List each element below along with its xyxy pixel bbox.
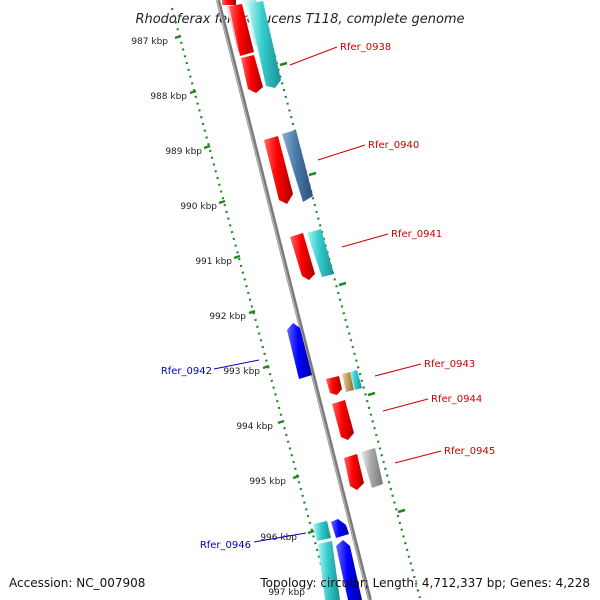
gene-arrow[interactable] (331, 519, 349, 538)
gene-label-rfer-0941[interactable]: Rfer_0941 (391, 229, 442, 240)
gene-arrow[interactable] (241, 55, 263, 93)
gene-arrow[interactable] (264, 136, 293, 204)
kbp-label: 994 kbp (236, 422, 273, 432)
gene-arrow[interactable] (326, 376, 342, 395)
kbp-label: 993 kbp (223, 367, 260, 377)
callout-rfer-0946: Rfer_0946 (200, 532, 307, 551)
gene-arrow-rfer-0943[interactable] (350, 370, 362, 390)
gene-arrow-rfer-0938[interactable] (248, 1, 281, 88)
gene-label-rfer-0946[interactable]: Rfer_0946 (200, 540, 251, 551)
gene-label-rfer-0940[interactable]: Rfer_0940 (368, 140, 419, 151)
gene-label-rfer-0945[interactable]: Rfer_0945 (444, 446, 495, 457)
genome-summary-text: Topology: circular; Length: 4,712,337 bp… (259, 576, 590, 590)
gene-arrow[interactable] (344, 454, 364, 490)
gene-label-rfer-0938[interactable]: Rfer_0938 (340, 42, 391, 53)
gene-arrow[interactable] (318, 541, 340, 600)
gene-arrow[interactable] (313, 521, 331, 541)
callout-rfer-0944: Rfer_0944 (382, 394, 482, 412)
genome-backbone (216, 0, 372, 600)
kbp-label: 991 kbp (195, 257, 232, 267)
kbp-label: 995 kbp (249, 477, 286, 487)
gene-label-rfer-0942[interactable]: Rfer_0942 (161, 366, 212, 377)
gene-arrow-rfer-0946[interactable] (336, 540, 362, 600)
gene-arrow-rfer-0938-partner[interactable] (229, 4, 254, 56)
callout-rfer-0941: Rfer_0941 (341, 229, 442, 248)
gene-arrow-rfer-0944[interactable] (332, 400, 354, 440)
callout-rfer-0943: Rfer_0943 (374, 359, 475, 377)
gene-label-rfer-0943[interactable]: Rfer_0943 (424, 359, 475, 370)
kbp-label: 990 kbp (180, 202, 217, 212)
inner-major-ticks (174, 34, 315, 535)
gene-arrow-rfer-0945[interactable] (361, 448, 383, 488)
gene-arrow-rfer-0941[interactable] (307, 229, 334, 277)
kbp-label: 989 kbp (165, 147, 202, 157)
kbp-labels: 987 kbp 988 kbp 989 kbp 990 kbp 991 kbp … (131, 37, 305, 598)
gene-arrow-rfer-0942[interactable] (287, 323, 312, 379)
gene-arrow[interactable] (290, 233, 315, 280)
kbp-label: 987 kbp (131, 37, 168, 47)
callout-rfer-0945: Rfer_0945 (394, 446, 495, 464)
kbp-label: 992 kbp (209, 312, 246, 322)
kbp-label: 988 kbp (150, 92, 187, 102)
outer-tick-track (260, 7, 422, 599)
gene-arrow[interactable] (342, 372, 354, 392)
map-title: Rhodoferax ferrireducens T118, complete … (135, 12, 464, 27)
gene-label-rfer-0944[interactable]: Rfer_0944 (431, 394, 482, 405)
inner-tick-track (170, 7, 332, 599)
gene-arrow[interactable] (222, 0, 236, 5)
callout-rfer-0940: Rfer_0940 (317, 140, 419, 161)
outer-major-ticks (279, 61, 406, 514)
callout-rfer-0942: Rfer_0942 (161, 359, 260, 377)
callout-rfer-0938: Rfer_0938 (289, 42, 391, 66)
accession-text: Accession: NC_007908 (9, 576, 145, 590)
kbp-label: 997 kbp (268, 588, 305, 598)
gene-arrow-rfer-0940[interactable] (282, 130, 313, 202)
